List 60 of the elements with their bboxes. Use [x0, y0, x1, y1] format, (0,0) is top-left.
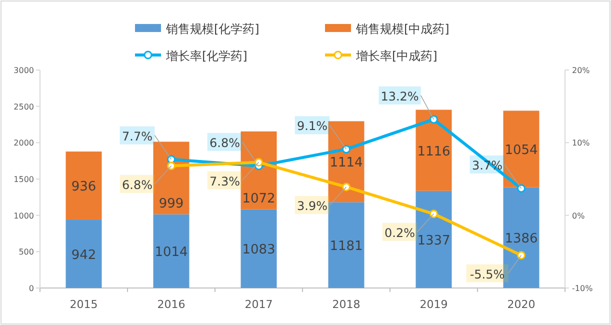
point — [430, 115, 438, 124]
bar — [66, 220, 102, 288]
x-tick-label: 2015 — [70, 298, 98, 311]
bar — [416, 110, 452, 191]
data-label: 1337 — [417, 233, 450, 248]
data-label: 936 — [71, 180, 96, 195]
legend-label: 增长率[化学药] — [165, 49, 248, 63]
data-label: 7.7% — [122, 129, 152, 144]
y2-tick-label: -10% — [572, 284, 594, 293]
point — [517, 184, 526, 193]
point — [342, 182, 350, 192]
bar — [66, 152, 102, 220]
x-tick-label: 2018 — [332, 298, 360, 311]
y-tick-label: 2000 — [14, 138, 34, 148]
bar — [240, 131, 277, 210]
legend-label: 销售规模[中成药] — [355, 22, 450, 36]
data-label: 1114 — [330, 156, 363, 171]
x-tick-label: 2016 — [157, 298, 186, 311]
legend-label: 销售规模[化学药] — [165, 22, 260, 36]
point — [342, 144, 350, 154]
data-label: 13.2% — [380, 89, 419, 104]
bar — [240, 209, 277, 288]
data-label: 1181 — [330, 239, 363, 254]
data-label: 3.9% — [297, 198, 328, 213]
data-label: 1014 — [154, 245, 188, 260]
data-label: 1054 — [504, 142, 538, 158]
point — [167, 162, 176, 170]
data-label: 7.3% — [210, 174, 240, 188]
data-label: 1072 — [242, 191, 276, 206]
bar — [503, 110, 540, 188]
x-tick-label: 2019 — [420, 298, 448, 311]
bar — [503, 187, 540, 288]
legend-label: 增长率[中成药] — [355, 49, 438, 63]
data-label: 1116 — [417, 144, 450, 160]
bar — [153, 214, 190, 288]
point — [430, 210, 438, 218]
data-label: 9.1% — [297, 119, 328, 134]
data-label: 0.2% — [384, 226, 415, 240]
x-tick-label: 2017 — [244, 298, 273, 311]
y-tick-label: 2500 — [14, 102, 34, 112]
y2-tick-label: 0% — [572, 211, 586, 220]
data-label: 942 — [71, 248, 96, 263]
y-tick-label: 0 — [28, 284, 34, 293]
y-tick-label: 3000 — [14, 66, 34, 75]
y-tick-label: 1000 — [14, 211, 34, 220]
x-tick-label: 2020 — [507, 298, 536, 311]
data-label: 1083 — [242, 242, 276, 258]
y2-tick-label: 10% — [572, 138, 590, 148]
point — [517, 251, 526, 260]
data-label: 6.8% — [122, 178, 152, 192]
y2-tick-label: 20% — [572, 66, 590, 75]
data-label: 999 — [158, 196, 184, 212]
data-label: 1386 — [504, 232, 538, 247]
data-label: 6.8% — [210, 136, 240, 150]
point — [254, 158, 263, 167]
y-tick-label: 500 — [18, 248, 34, 257]
y-tick-label: 1500 — [14, 175, 34, 184]
bar — [416, 190, 452, 288]
bar — [153, 142, 190, 214]
bar — [328, 202, 364, 288]
